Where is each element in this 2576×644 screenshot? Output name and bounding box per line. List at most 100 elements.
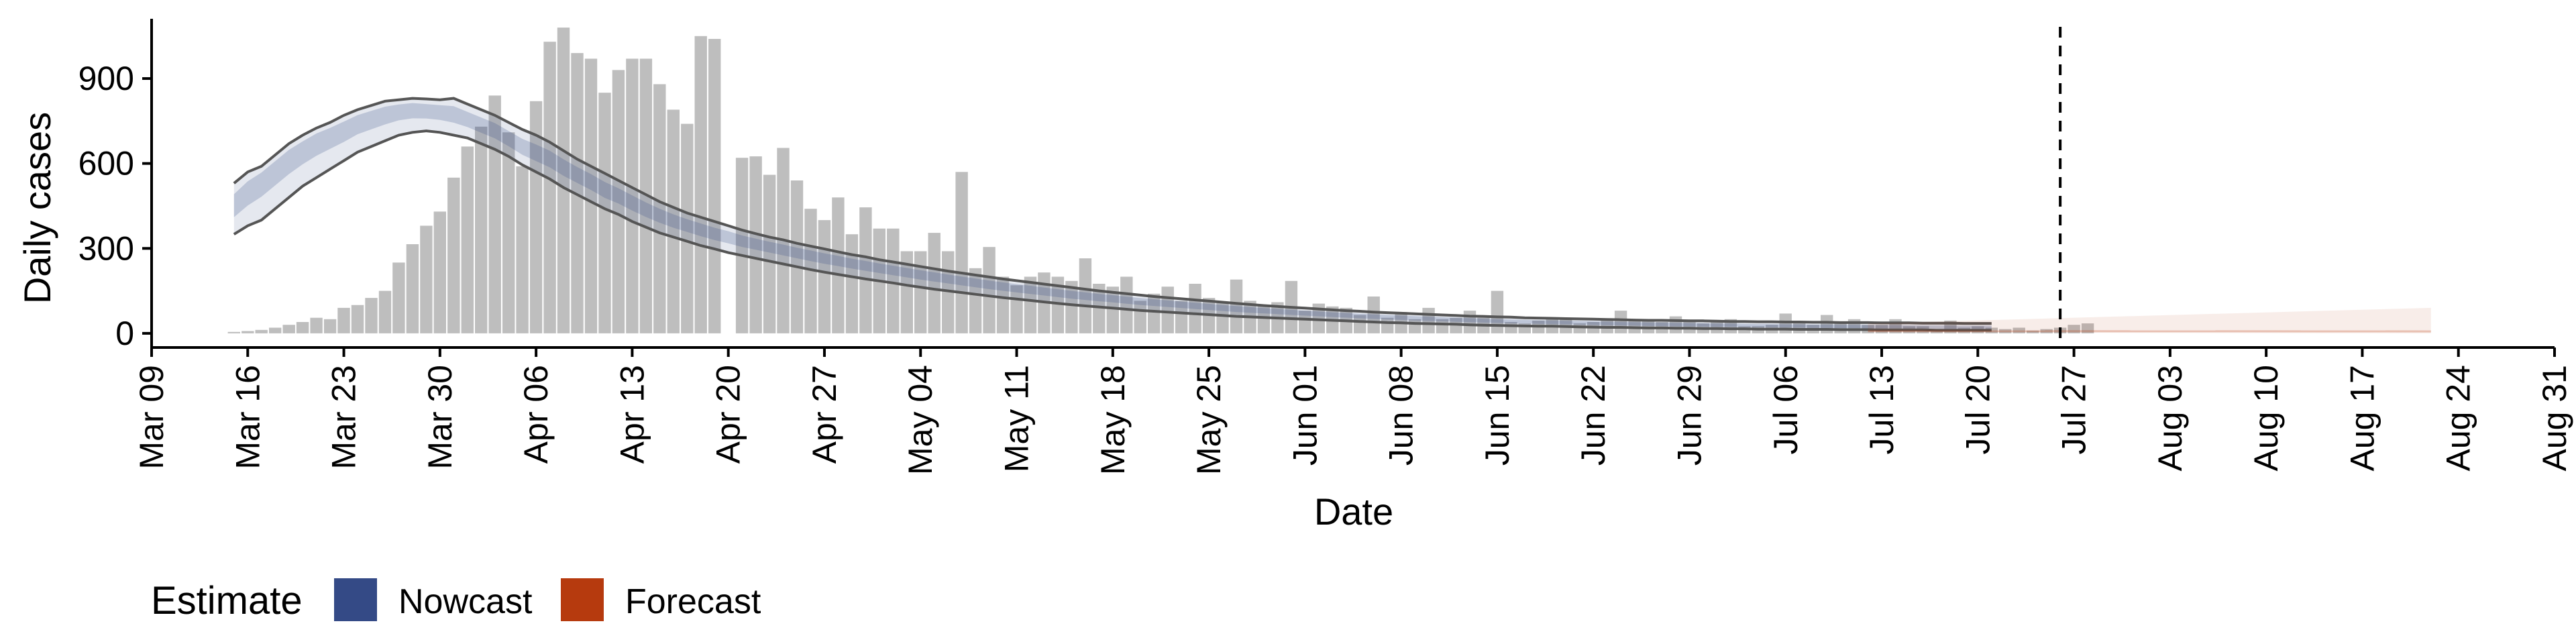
x-tick-label: Jul 13 [1863,365,1900,454]
x-axis-title: Date [1314,490,1393,533]
bar [1491,290,1504,333]
bar [928,233,941,333]
bar [832,197,845,333]
x-tick-label: May 18 [1094,365,1132,475]
bar [516,166,529,333]
bar [887,228,900,333]
bar [667,109,680,333]
bar [845,234,859,333]
bar [1024,276,1037,333]
bar [337,307,350,333]
x-tick-label: May 11 [998,365,1036,472]
bar [859,207,872,333]
bar [996,276,1010,333]
bar [2068,325,2080,333]
x-tick-label: Jun 01 [1286,365,1324,466]
y-tick-label: 600 [78,145,134,182]
bar [269,327,282,333]
bar [282,325,295,333]
x-tick-label: Aug 17 [2343,365,2381,471]
forecast-band [1868,307,2431,333]
bar [612,70,625,333]
bar [763,174,776,333]
bar [694,36,707,333]
bar [255,329,268,333]
bar [818,220,831,333]
bar [1257,305,1271,333]
bar [1299,311,1311,333]
bar [2027,330,2039,333]
bar [543,42,556,333]
y-axis-title: Daily cases [16,112,58,304]
x-tick-label: May 04 [902,365,939,475]
bar [1367,297,1380,333]
bar [708,39,721,333]
bar [1106,286,1119,333]
x-tick-label: Jun 29 [1670,365,1708,466]
bar [1175,301,1188,333]
nowcast-upper-line [233,97,1992,325]
bar [447,177,460,333]
bar [475,126,488,333]
bar [488,95,501,333]
bar [1230,279,1243,333]
bar [351,305,364,333]
bar [735,158,749,333]
bar [365,298,378,333]
legend-swatch-nowcast [334,578,377,621]
x-tick-label: Aug 03 [2151,365,2189,471]
bar [378,290,392,333]
x-tick-label: Aug 31 [2536,365,2573,471]
bar [955,172,968,333]
legend-label-nowcast: Nowcast [398,582,533,621]
x-tick-label: Mar 16 [229,365,266,470]
x-tick-label: Jun 22 [1574,365,1612,466]
reported-cases-bars [227,28,2094,333]
bar [2040,329,2053,333]
bar [529,101,543,333]
bar [584,58,598,333]
bar [227,331,240,333]
bar [1189,284,1201,333]
x-tick-label: Jul 06 [1767,365,1805,454]
y-tick-label: 900 [78,60,134,97]
bar [1079,258,1092,333]
nowcast-outer-band [233,98,1992,331]
estimate-bands [233,97,2431,333]
legend-swatch-forecast [561,578,604,621]
bar [626,58,639,333]
x-tick-label: Mar 23 [325,365,363,470]
bar [461,146,474,333]
x-axis: Mar 09 Mar 16 Mar 23 Mar 30 Apr 06 Apr 13 Apr … [133,346,2573,475]
bar [296,322,309,333]
x-tick-label: Aug 24 [2440,365,2477,471]
bar [392,262,405,333]
x-tick-label: Jul 27 [2055,365,2093,454]
legend: Estimate Nowcast Forecast [151,578,761,623]
bar [790,180,804,333]
x-tick-label: Apr 13 [613,365,651,464]
bar [900,251,913,333]
x-tick-label: Jun 08 [1383,365,1420,466]
x-tick-label: Mar 09 [133,365,170,470]
bar [241,331,254,333]
legend-title: Estimate [151,579,303,623]
x-tick-label: May 25 [1190,365,1228,475]
bar [1093,284,1106,333]
x-tick-label: Jul 20 [1959,365,1996,454]
y-tick-label: 300 [78,229,134,267]
x-tick-label: Mar 30 [421,365,459,470]
bar [598,93,611,333]
bar [1354,315,1366,333]
bar [1065,280,1078,333]
bar [1120,276,1133,333]
bar [1216,302,1229,333]
bar [983,247,996,333]
bar [1999,329,2012,333]
bar [420,225,433,333]
bar [1642,319,1655,333]
bar [502,132,515,333]
bar [310,317,323,333]
y-axis: 0 300 600 900 [78,19,153,352]
